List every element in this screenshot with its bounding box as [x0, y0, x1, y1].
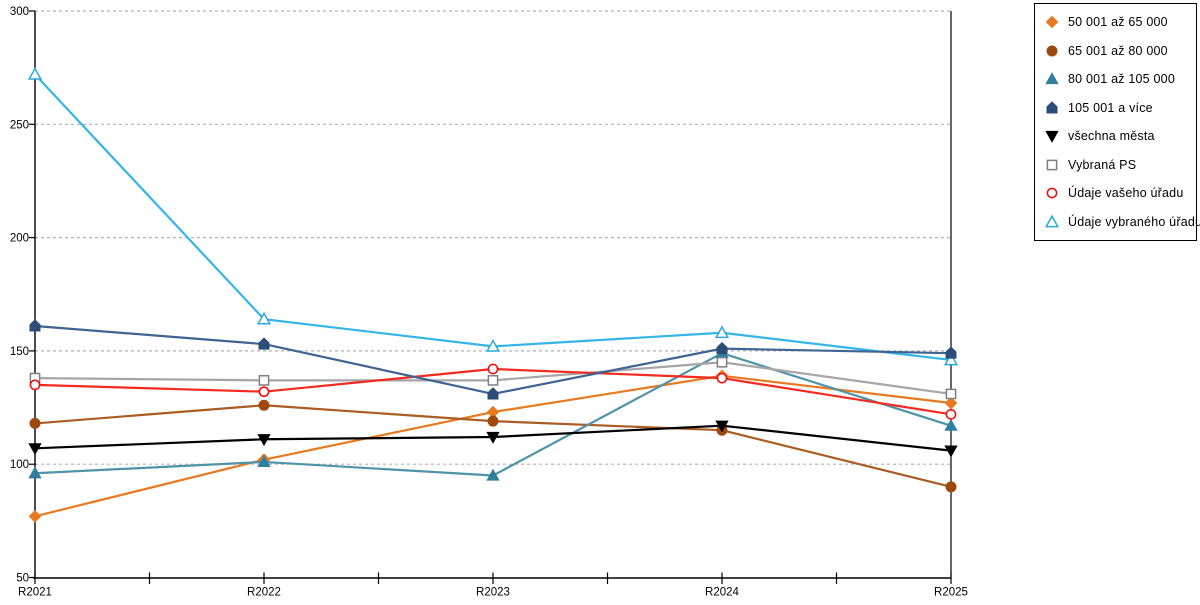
series-marker-triangle [486, 468, 500, 481]
y-tick-label: 200 [10, 233, 29, 245]
series-8 [27, 67, 959, 366]
x-tick-label: R2025 [934, 587, 968, 599]
triangle-legend-icon [1045, 72, 1059, 85]
triangle-open-legend-icon [1044, 214, 1060, 228]
legend-label: Údaje vašeho úřadu [1068, 186, 1184, 201]
series-6 [29, 356, 957, 400]
series-marker-square-open [258, 375, 270, 386]
legend-item: Vybraná PS [1043, 151, 1192, 180]
legend-item: všechna města [1043, 122, 1192, 151]
legend-item: Údaje vašeho úřadu [1043, 179, 1192, 208]
series-marker-square-open [716, 356, 728, 368]
series-marker-triangle-down [715, 420, 729, 433]
series-marker-triangle [1045, 72, 1059, 85]
x-tick-label: R2024 [705, 587, 739, 599]
series-5 [28, 420, 958, 458]
circle-legend-icon [1046, 45, 1058, 57]
series-marker-pentagon [487, 387, 499, 400]
square-open-legend-icon [1046, 159, 1058, 171]
series-marker-circle-open [487, 363, 499, 375]
series-marker-circle [487, 415, 499, 427]
series-marker-diamond [28, 510, 42, 523]
series-marker-diamond [944, 396, 958, 410]
series-marker-triangle [28, 466, 42, 479]
legend-label: 105 001 a více [1068, 100, 1153, 115]
legend-item: 65 001 až 80 000 [1043, 37, 1192, 66]
x-tick-label: R2021 [18, 587, 52, 599]
legend-label: 65 001 až 80 000 [1068, 43, 1168, 58]
y-tick-label: 250 [10, 119, 29, 131]
series-marker-triangle-open [27, 67, 43, 80]
series-marker-triangle-open [1044, 214, 1060, 228]
series-4 [29, 319, 957, 400]
series-marker-circle-open [1046, 187, 1058, 199]
series-marker-square-open [945, 388, 957, 400]
series-marker-circle [258, 399, 270, 411]
legend-label: Údaje vybraného úřadu [1068, 214, 1200, 229]
series-marker-triangle-down [944, 445, 958, 458]
legend-item: 50 001 až 65 000 [1043, 8, 1192, 37]
series-marker-triangle [944, 418, 958, 431]
circle-open-legend-icon [1046, 187, 1058, 199]
series-marker-triangle-down [486, 431, 500, 444]
triangle-down-legend-icon [1045, 131, 1059, 144]
series-marker-circle [1046, 45, 1058, 57]
y-tick-label: 300 [10, 6, 29, 18]
chart-legend: 50 001 až 65 000 65 001 až 80 000 80 001 a… [1034, 3, 1200, 241]
series-marker-pentagon [29, 319, 41, 332]
series-marker-circle [945, 481, 957, 493]
series-marker-triangle-down [257, 434, 271, 447]
series-line [34, 73, 952, 362]
legend-label: 80 001 až 105 000 [1068, 72, 1175, 87]
legend-label: všechna města [1068, 129, 1155, 144]
series-marker-square-open [1046, 159, 1058, 171]
series-marker-triangle-open [943, 352, 959, 366]
series-marker-triangle-open [256, 311, 272, 325]
series-marker-triangle-down [1045, 131, 1059, 144]
series-marker-square-open [487, 375, 499, 386]
series-marker-circle-open [29, 379, 41, 391]
series-marker-pentagon [945, 346, 957, 359]
series-marker-diamond [1045, 15, 1059, 29]
legend-item: 105 001 a více [1043, 94, 1192, 123]
y-tick-label: 100 [10, 459, 29, 471]
series-marker-pentagon [258, 337, 270, 350]
x-tick-label: R2022 [247, 587, 281, 599]
legend-item: 80 001 až 105 000 [1043, 65, 1192, 94]
diamond-legend-icon [1045, 15, 1059, 29]
series-marker-circle [29, 417, 41, 429]
series-marker-circle-open [945, 408, 957, 420]
legend-label: Vybraná PS [1068, 157, 1137, 172]
x-tick-label: R2023 [476, 587, 510, 599]
legend-label: 50 001 až 65 000 [1068, 15, 1168, 30]
series-marker-triangle-open [485, 339, 501, 352]
series-marker-pentagon [1046, 101, 1058, 114]
series-marker-triangle [257, 455, 271, 468]
legend-item: Údaje vybraného úřadu [1043, 208, 1200, 237]
series-marker-triangle-open [714, 325, 730, 339]
y-tick-label: 50 [16, 573, 29, 585]
pentagon-legend-icon [1046, 101, 1058, 114]
series-marker-circle-open [258, 386, 270, 398]
y-tick-label: 150 [10, 346, 29, 358]
series-marker-pentagon [716, 341, 728, 355]
series-marker-triangle-down [28, 443, 42, 456]
series-marker-circle-open [716, 372, 728, 384]
series-7 [29, 363, 957, 420]
